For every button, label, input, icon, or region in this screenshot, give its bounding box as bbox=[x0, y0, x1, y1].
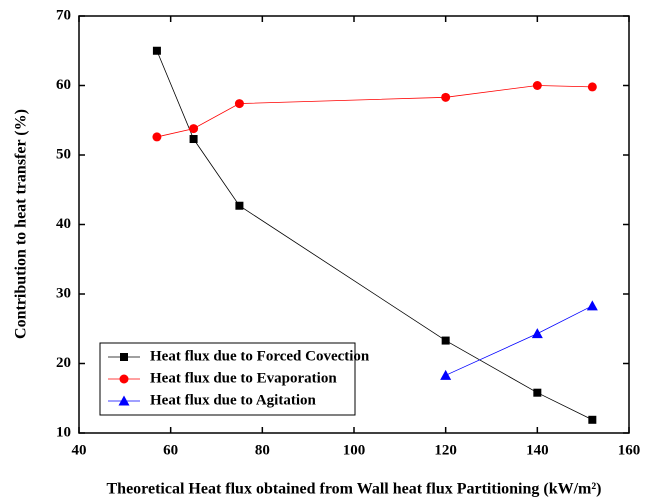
data-point bbox=[152, 46, 161, 55]
y-axis-label: Contribution to heat transfer (%) bbox=[13, 109, 30, 339]
legend-marker bbox=[118, 395, 130, 406]
x-tick-label: 100 bbox=[343, 442, 366, 458]
x-tick-label: 80 bbox=[255, 442, 270, 458]
data-point bbox=[531, 328, 543, 339]
data-point bbox=[235, 201, 244, 210]
x-tick-label: 40 bbox=[72, 442, 87, 458]
x-tick-label: 160 bbox=[618, 442, 641, 458]
x-tick-label: 120 bbox=[434, 442, 457, 458]
data-point bbox=[189, 135, 198, 144]
series-line bbox=[156, 85, 593, 138]
data-point bbox=[440, 369, 452, 380]
y-tick-label: 70 bbox=[56, 7, 71, 23]
data-point bbox=[441, 336, 450, 345]
x-tick-label: 140 bbox=[526, 442, 549, 458]
data-point bbox=[234, 99, 244, 109]
data-point bbox=[588, 415, 597, 424]
data-point bbox=[532, 81, 542, 90]
y-tick-label: 10 bbox=[56, 424, 71, 440]
y-tick-label: 50 bbox=[56, 146, 71, 162]
legend-marker bbox=[120, 353, 128, 361]
y-tick-label: 40 bbox=[56, 216, 71, 232]
series-line bbox=[445, 305, 593, 376]
data-point bbox=[586, 300, 598, 311]
legend-label: Heat flux due to Forced Covection bbox=[150, 348, 370, 364]
y-tick-label: 60 bbox=[56, 77, 71, 93]
data-point bbox=[189, 124, 199, 134]
legend-marker bbox=[119, 374, 129, 384]
legend-box bbox=[99, 342, 356, 416]
y-tick-label: 20 bbox=[56, 355, 71, 371]
y-tick-label: 30 bbox=[56, 285, 71, 301]
data-point bbox=[152, 132, 162, 142]
data-point bbox=[441, 92, 451, 102]
legend-label: Heat flux due to Agitation bbox=[150, 392, 316, 408]
series-line bbox=[156, 50, 593, 421]
legend-label: Heat flux due to Evaporation bbox=[150, 370, 337, 386]
data-point bbox=[587, 82, 597, 92]
x-axis-label: Theoretical Heat flux obtained from Wall… bbox=[107, 481, 602, 498]
x-tick-label: 60 bbox=[163, 442, 178, 458]
data-point bbox=[533, 388, 542, 397]
